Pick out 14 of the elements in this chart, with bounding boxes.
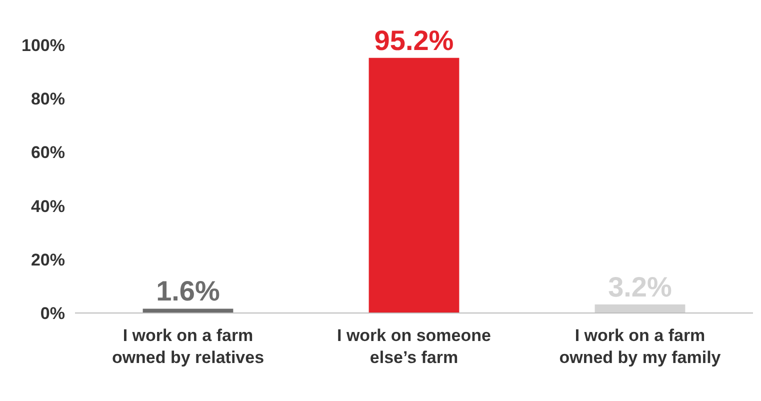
data-label: 1.6% — [156, 276, 220, 307]
y-tick-label: 100% — [22, 36, 65, 55]
bar — [594, 304, 686, 313]
y-tick-label: 20% — [30, 250, 65, 270]
data-label: 95.2% — [374, 24, 454, 56]
y-tick-label: 40% — [30, 196, 65, 216]
bar — [142, 308, 234, 313]
x-tick-label: I work on a farm owned by relatives — [112, 326, 264, 367]
x-tick-label: I work on someone else’s farm — [337, 326, 491, 367]
y-tick-label: 60% — [30, 143, 65, 162]
bar — [368, 58, 460, 313]
y-tick-label: 80% — [30, 90, 65, 109]
y-tick-label: 0% — [40, 304, 65, 323]
x-tick-label: I work on a farm owned by my family — [559, 326, 722, 367]
